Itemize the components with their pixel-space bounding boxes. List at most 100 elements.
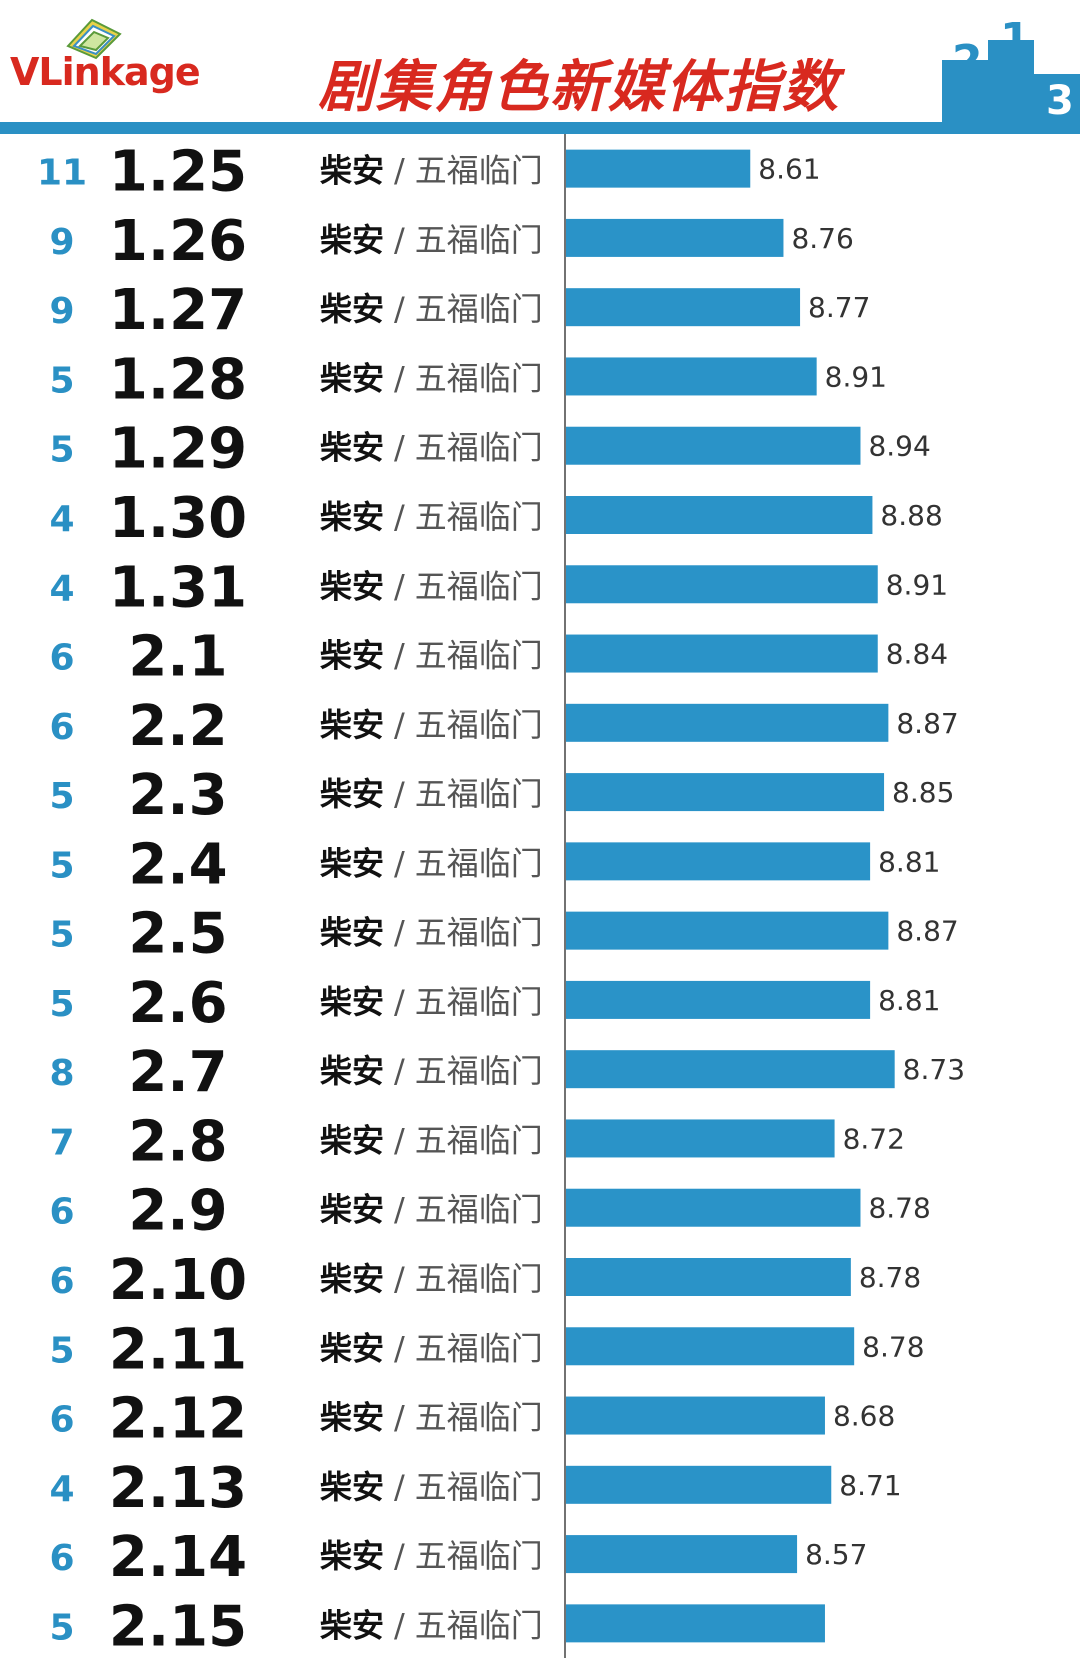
role-name: 柴安 (320, 221, 384, 259)
label-separator: / (394, 983, 405, 1021)
value-label: 8.88 (880, 499, 942, 532)
bar (566, 1050, 895, 1089)
bar (566, 911, 889, 950)
date-label: 2.3 (128, 763, 227, 828)
row-label: 柴安 / 五福临门 (320, 221, 543, 259)
label-separator: / (394, 637, 405, 675)
bar (566, 1258, 851, 1296)
label-separator: / (394, 1329, 405, 1367)
label-separator: / (394, 1399, 405, 1437)
date-label: 2.14 (109, 1525, 247, 1590)
row-label: 柴安 / 五福临门 (320, 567, 543, 605)
role-name: 柴安 (320, 567, 384, 605)
rank-label: 6 (49, 1192, 74, 1233)
date-label: 2.8 (128, 1109, 227, 1174)
rank-label: 6 (49, 638, 74, 679)
value-label: 8.87 (896, 707, 958, 740)
row-label: 柴安 / 五福临门 (320, 498, 543, 536)
drama-name: 五福临门 (415, 1121, 543, 1159)
value-label: 8.78 (868, 1192, 930, 1225)
label-separator: / (394, 290, 405, 328)
podium-digit-3: 3 (1046, 78, 1074, 124)
value-label: 8.91 (825, 360, 887, 393)
bar-chart: 11 1.25 柴安 / 五福临门 8.61 9 1.26 柴安 / 五福临门 8.76 9 1.27 柴安… (37, 134, 965, 1658)
rank-label: 5 (49, 915, 74, 956)
role-name: 柴安 (320, 429, 384, 467)
bar (566, 703, 889, 742)
role-name: 柴安 (320, 1399, 384, 1437)
value-label: 8.81 (878, 845, 940, 878)
date-label: 2.1 (128, 625, 227, 690)
label-separator: / (394, 914, 405, 952)
rank-label: 6 (49, 707, 74, 748)
label-separator: / (394, 498, 405, 536)
role-name: 柴安 (320, 152, 384, 190)
label-separator: / (394, 567, 405, 605)
role-name: 柴安 (320, 1191, 384, 1229)
rank-label: 5 (49, 984, 74, 1025)
date-label: 2.13 (109, 1456, 247, 1521)
role-name: 柴安 (320, 844, 384, 882)
date-label: 2.15 (109, 1594, 247, 1658)
drama-name: 五福临门 (415, 1606, 543, 1644)
role-name: 柴安 (320, 637, 384, 675)
bar (566, 634, 878, 673)
label-separator: / (394, 775, 405, 813)
rank-label: 4 (49, 568, 74, 609)
date-label: 1.28 (109, 347, 247, 412)
role-name: 柴安 (320, 1329, 384, 1367)
drama-name: 五福临门 (415, 1260, 543, 1298)
drama-name: 五福临门 (415, 429, 543, 467)
drama-name: 五福临门 (415, 1191, 543, 1229)
rank-label: 4 (49, 1469, 74, 1510)
bar (566, 149, 751, 188)
drama-name: 五福临门 (415, 1537, 543, 1575)
row-label: 柴安 / 五福临门 (320, 1468, 543, 1506)
date-label: 2.2 (128, 694, 227, 759)
row-label: 柴安 / 五福临门 (320, 290, 543, 328)
role-name: 柴安 (320, 1468, 384, 1506)
bar (566, 842, 871, 881)
row-label: 柴安 / 五福临门 (320, 914, 543, 952)
rank-label: 5 (49, 1607, 74, 1648)
row-label: 柴安 / 五福临门 (320, 152, 543, 190)
role-name: 柴安 (320, 983, 384, 1021)
value-label: 8.94 (868, 430, 930, 463)
rank-label: 5 (49, 1330, 74, 1371)
row-label: 柴安 / 五福临门 (320, 1537, 543, 1575)
label-separator: / (394, 359, 405, 397)
row-label: 柴安 / 五福临门 (320, 775, 543, 813)
label-separator: / (394, 1606, 405, 1644)
drama-name: 五福临门 (415, 567, 543, 605)
label-separator: / (394, 1537, 405, 1575)
value-label: 8.57 (805, 1538, 867, 1571)
value-label: 8.78 (862, 1330, 924, 1363)
row-label: 柴安 / 五福临门 (320, 1052, 543, 1090)
role-name: 柴安 (320, 1537, 384, 1575)
value-label: 8.72 (843, 1122, 905, 1155)
bar (566, 980, 871, 1019)
header: VLinkage 剧集角色新媒体指数 2 1 3 (0, 0, 1080, 134)
drama-name: 五福临门 (415, 775, 543, 813)
rank-label: 5 (49, 845, 74, 886)
date-label: 2.11 (109, 1317, 247, 1382)
bar (566, 1396, 825, 1435)
chart-rows: 11 1.25 柴安 / 五福临门 8.61 9 1.26 柴安 / 五福临门 8.76 9 1.27 柴安… (37, 140, 965, 1658)
row-label: 柴安 / 五福临门 (320, 1399, 543, 1437)
rank-label: 11 (37, 153, 87, 194)
row-label: 柴安 / 五福临门 (320, 844, 543, 882)
row-label: 柴安 / 五福临门 (320, 1329, 543, 1367)
bar (566, 218, 784, 257)
bar (566, 1327, 855, 1366)
date-label: 2.5 (128, 902, 227, 967)
bar (566, 1188, 861, 1227)
date-label: 1.26 (109, 209, 247, 274)
drama-name: 五福临门 (415, 637, 543, 675)
rank-label: 5 (49, 776, 74, 817)
row-label: 柴安 / 五福临门 (320, 637, 543, 675)
value-label: 8.85 (892, 776, 954, 809)
bar (566, 288, 801, 327)
date-label: 1.25 (109, 140, 247, 205)
bar (566, 357, 817, 396)
drama-name: 五福临门 (415, 221, 543, 259)
